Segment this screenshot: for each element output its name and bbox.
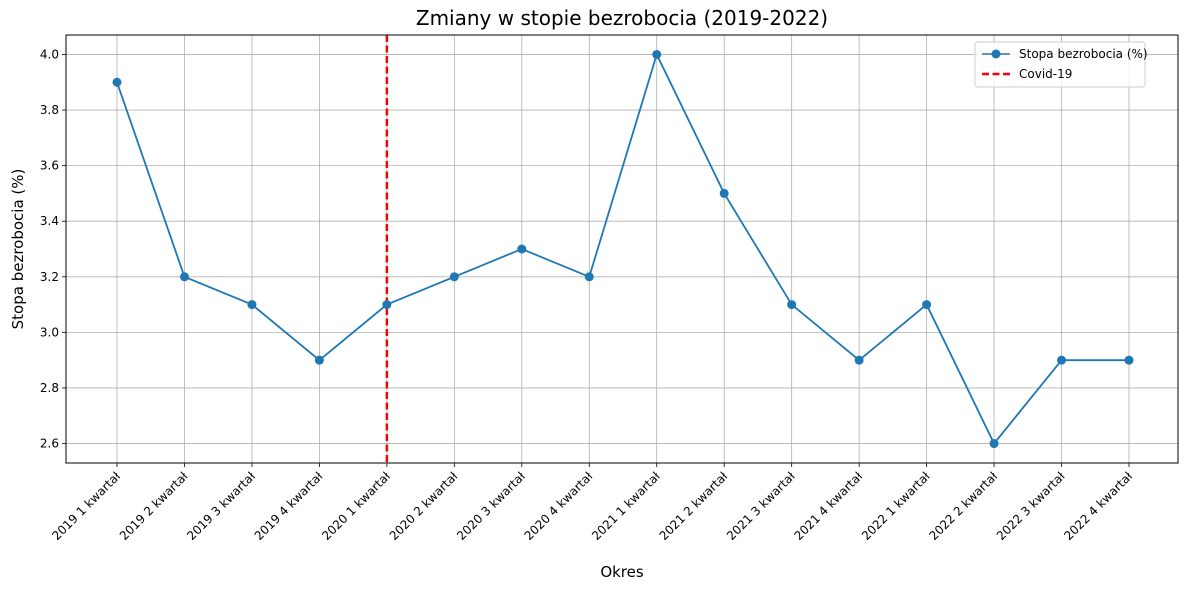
data-point: [652, 49, 662, 59]
data-point: [1124, 355, 1134, 365]
data-point: [719, 188, 729, 198]
x-axis-label: Okres: [600, 563, 644, 581]
x-tick-label: 2021 1 kwartał: [589, 469, 663, 543]
x-tick-label: 2022 3 kwartał: [994, 469, 1068, 543]
data-point: [989, 439, 999, 449]
x-tick-label: 2021 3 kwartał: [724, 469, 798, 543]
grid: [66, 35, 1178, 463]
series-layer: [112, 49, 1134, 449]
y-axis-label: Stopa bezrobocia (%): [9, 169, 27, 330]
data-point: [787, 300, 797, 310]
x-tick-label: 2020 4 kwartał: [522, 469, 596, 543]
data-point: [517, 244, 527, 254]
chart-title: Zmiany w stopie bezrobocia (2019-2022): [416, 6, 828, 30]
legend-series-marker: [991, 49, 1001, 59]
data-point: [922, 300, 932, 310]
x-tick-label: 2021 2 kwartał: [657, 469, 731, 543]
legend-box: [974, 41, 1146, 88]
x-tick-label: 2019 3 kwartał: [184, 469, 258, 543]
x-tick-label: 2020 2 kwartał: [387, 469, 461, 543]
x-tick-label: 2020 3 kwartał: [454, 469, 528, 543]
legend-covid-label: Covid-19: [1019, 67, 1072, 81]
series-line: [116, 51, 1129, 446]
y-tick-label: 3.0: [40, 325, 59, 339]
y-axis: 2.6 2.8 3.0 3.2 3.4 3.6 3.8 4.0: [40, 47, 66, 451]
data-point: [382, 300, 392, 310]
data-point: [449, 272, 459, 282]
data-point: [1057, 355, 1067, 365]
x-tick-label: 2019 1 kwartał: [49, 469, 123, 543]
data-point: [179, 272, 189, 282]
legend-series-label: Stopa bezrobocia (%): [1019, 47, 1148, 61]
x-tick-label: 2020 1 kwartał: [319, 469, 393, 543]
x-tick-label: 2022 1 kwartał: [859, 469, 933, 543]
plot-frame: [65, 34, 1179, 464]
data-point: [314, 355, 324, 365]
y-tick-label: 4.0: [40, 47, 59, 61]
x-tick-label: 2019 4 kwartał: [252, 469, 326, 543]
x-tick-label: 2019 2 kwartał: [117, 469, 191, 543]
data-point: [854, 355, 864, 365]
x-tick-label: 2022 2 kwartał: [926, 469, 1000, 543]
data-point: [584, 272, 594, 282]
y-tick-label: 3.6: [40, 159, 59, 173]
legend: Stopa bezrobocia (%) Covid-19: [974, 41, 1148, 88]
data-point: [112, 77, 122, 87]
y-tick-label: 3.8: [40, 103, 59, 117]
data-point: [247, 300, 257, 310]
y-tick-label: 2.8: [40, 381, 59, 395]
x-tick-label: 2022 4 kwartał: [1061, 469, 1135, 543]
y-tick-label: 3.4: [40, 214, 59, 228]
y-tick-label: 2.6: [40, 437, 59, 451]
y-tick-label: 3.2: [40, 270, 59, 284]
x-tick-label: 2021 4 kwartał: [791, 469, 865, 543]
